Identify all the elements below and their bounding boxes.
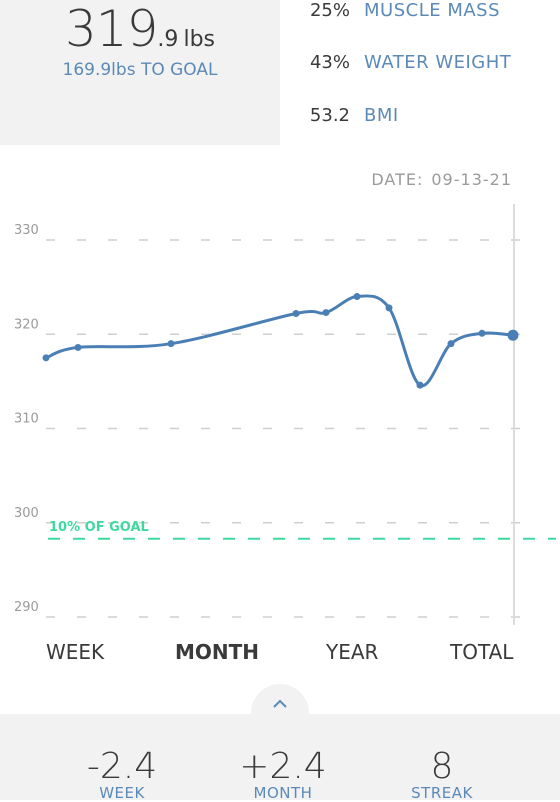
- y-tick-label: 300: [14, 506, 39, 521]
- current-weight: 319.9 lbs: [0, 0, 280, 58]
- weight-line-chart[interactable]: 330 320 310 300 290 10% OF GOAL: [0, 200, 560, 630]
- stat-label: BMI: [364, 105, 399, 126]
- data-point: [292, 310, 300, 318]
- data-point: [478, 329, 486, 337]
- summary-value: 8: [430, 746, 454, 787]
- stat-value: 53.2: [309, 105, 350, 126]
- chevron-up-icon[interactable]: [251, 693, 309, 714]
- tab-week[interactable]: WEEK: [46, 640, 105, 664]
- series-line: [45, 294, 514, 388]
- summary-label: WEEK: [99, 784, 145, 802]
- chart-date: DATE: 09-13-21: [371, 170, 512, 189]
- stat-bmi: 53.2 BMI: [280, 105, 560, 135]
- summary-label: MONTH: [253, 784, 313, 802]
- weight-decimal: .9: [157, 27, 179, 52]
- summary-label: STREAK: [411, 784, 473, 802]
- y-tick-label: 330: [14, 223, 39, 238]
- body-stats: 25% MUSCLE MASS 43% WATER WEIGHT 53.2 BM…: [280, 0, 560, 145]
- date-value: 09-13-21: [431, 170, 512, 189]
- stat-label: WATER WEIGHT: [364, 52, 512, 73]
- data-point: [167, 340, 175, 348]
- summary-value: +2.4: [239, 746, 327, 787]
- y-tick-label: 290: [14, 600, 39, 615]
- stat-water-weight: 43% WATER WEIGHT: [280, 52, 560, 82]
- data-point: [353, 293, 361, 301]
- tab-year[interactable]: YEAR: [326, 640, 379, 664]
- current-weight-panel: 319.9 lbs 169.9lbs TO GOAL: [0, 0, 280, 145]
- y-tick-label: 310: [14, 412, 39, 427]
- tab-month[interactable]: MONTH: [175, 640, 260, 664]
- goal-label: 10% OF GOAL: [49, 520, 149, 535]
- data-point: [322, 309, 330, 317]
- data-point: [416, 381, 424, 389]
- data-point: [507, 329, 519, 341]
- stat-muscle-mass: 25% MUSCLE MASS: [280, 0, 560, 30]
- stat-value: 25%: [309, 0, 350, 21]
- data-point: [385, 304, 393, 312]
- stat-value: 43%: [309, 52, 350, 73]
- period-tabs: WEEK MONTH YEAR TOTAL: [0, 640, 560, 670]
- stat-label: MUSCLE MASS: [364, 0, 501, 21]
- data-point: [74, 343, 82, 351]
- weight-unit: lbs: [183, 27, 216, 52]
- data-point: [42, 354, 50, 362]
- y-tick-label: 320: [14, 317, 39, 332]
- date-label: DATE:: [371, 170, 424, 189]
- to-goal-text: 169.9lbs TO GOAL: [62, 60, 218, 80]
- summary-value: -2.4: [86, 746, 158, 787]
- data-point: [447, 340, 455, 348]
- weight-whole: 319: [64, 0, 158, 58]
- tab-total[interactable]: TOTAL: [450, 640, 514, 664]
- summary-panel: -2.4 WEEK +2.4 MONTH 8 STREAK: [0, 714, 560, 802]
